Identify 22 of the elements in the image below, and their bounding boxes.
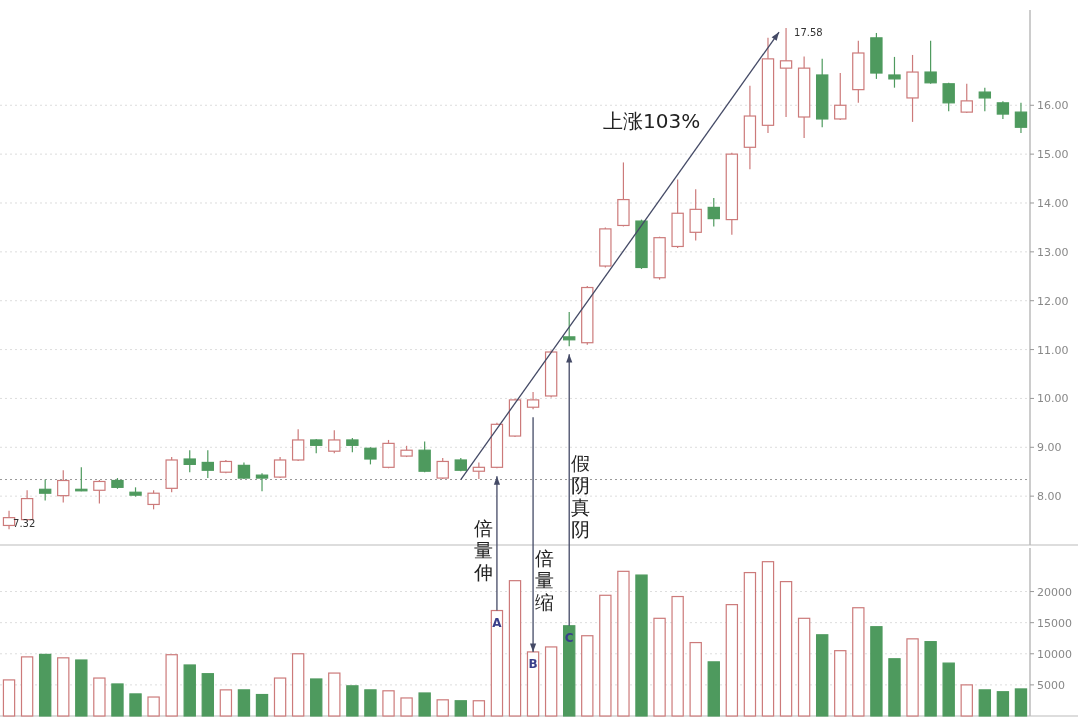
y-tick-label: 13.00 [1037,245,1069,259]
annotation: A [492,615,503,630]
annotation: 17.58 [794,27,823,39]
y-tick-label: 10000 [1037,647,1072,661]
annotation: 倍量缩 [535,547,555,613]
annotation: 倍量伸 [472,517,493,583]
annotation: 假阴真阴 [571,452,591,540]
annotation: B [528,656,538,671]
y-tick-label: 16.00 [1037,99,1069,113]
y-tick-label: 8.00 [1037,490,1062,504]
y-tick-label: 15.00 [1037,148,1069,162]
y-tick-label: 11.00 [1037,343,1069,357]
annotation: C [564,630,574,645]
y-tick-label: 9.00 [1037,441,1062,455]
y-tick-label: 20000 [1037,585,1072,599]
y-tick-label: 12.00 [1037,294,1069,308]
annotation: 上涨103% [603,109,701,133]
annotation: 7.32 [13,518,36,530]
y-tick-label: 14.00 [1037,196,1069,210]
y-tick-label: 5000 [1037,678,1065,692]
y-tick-label: 10.00 [1037,392,1069,406]
y-tick-label: 15000 [1037,616,1072,630]
